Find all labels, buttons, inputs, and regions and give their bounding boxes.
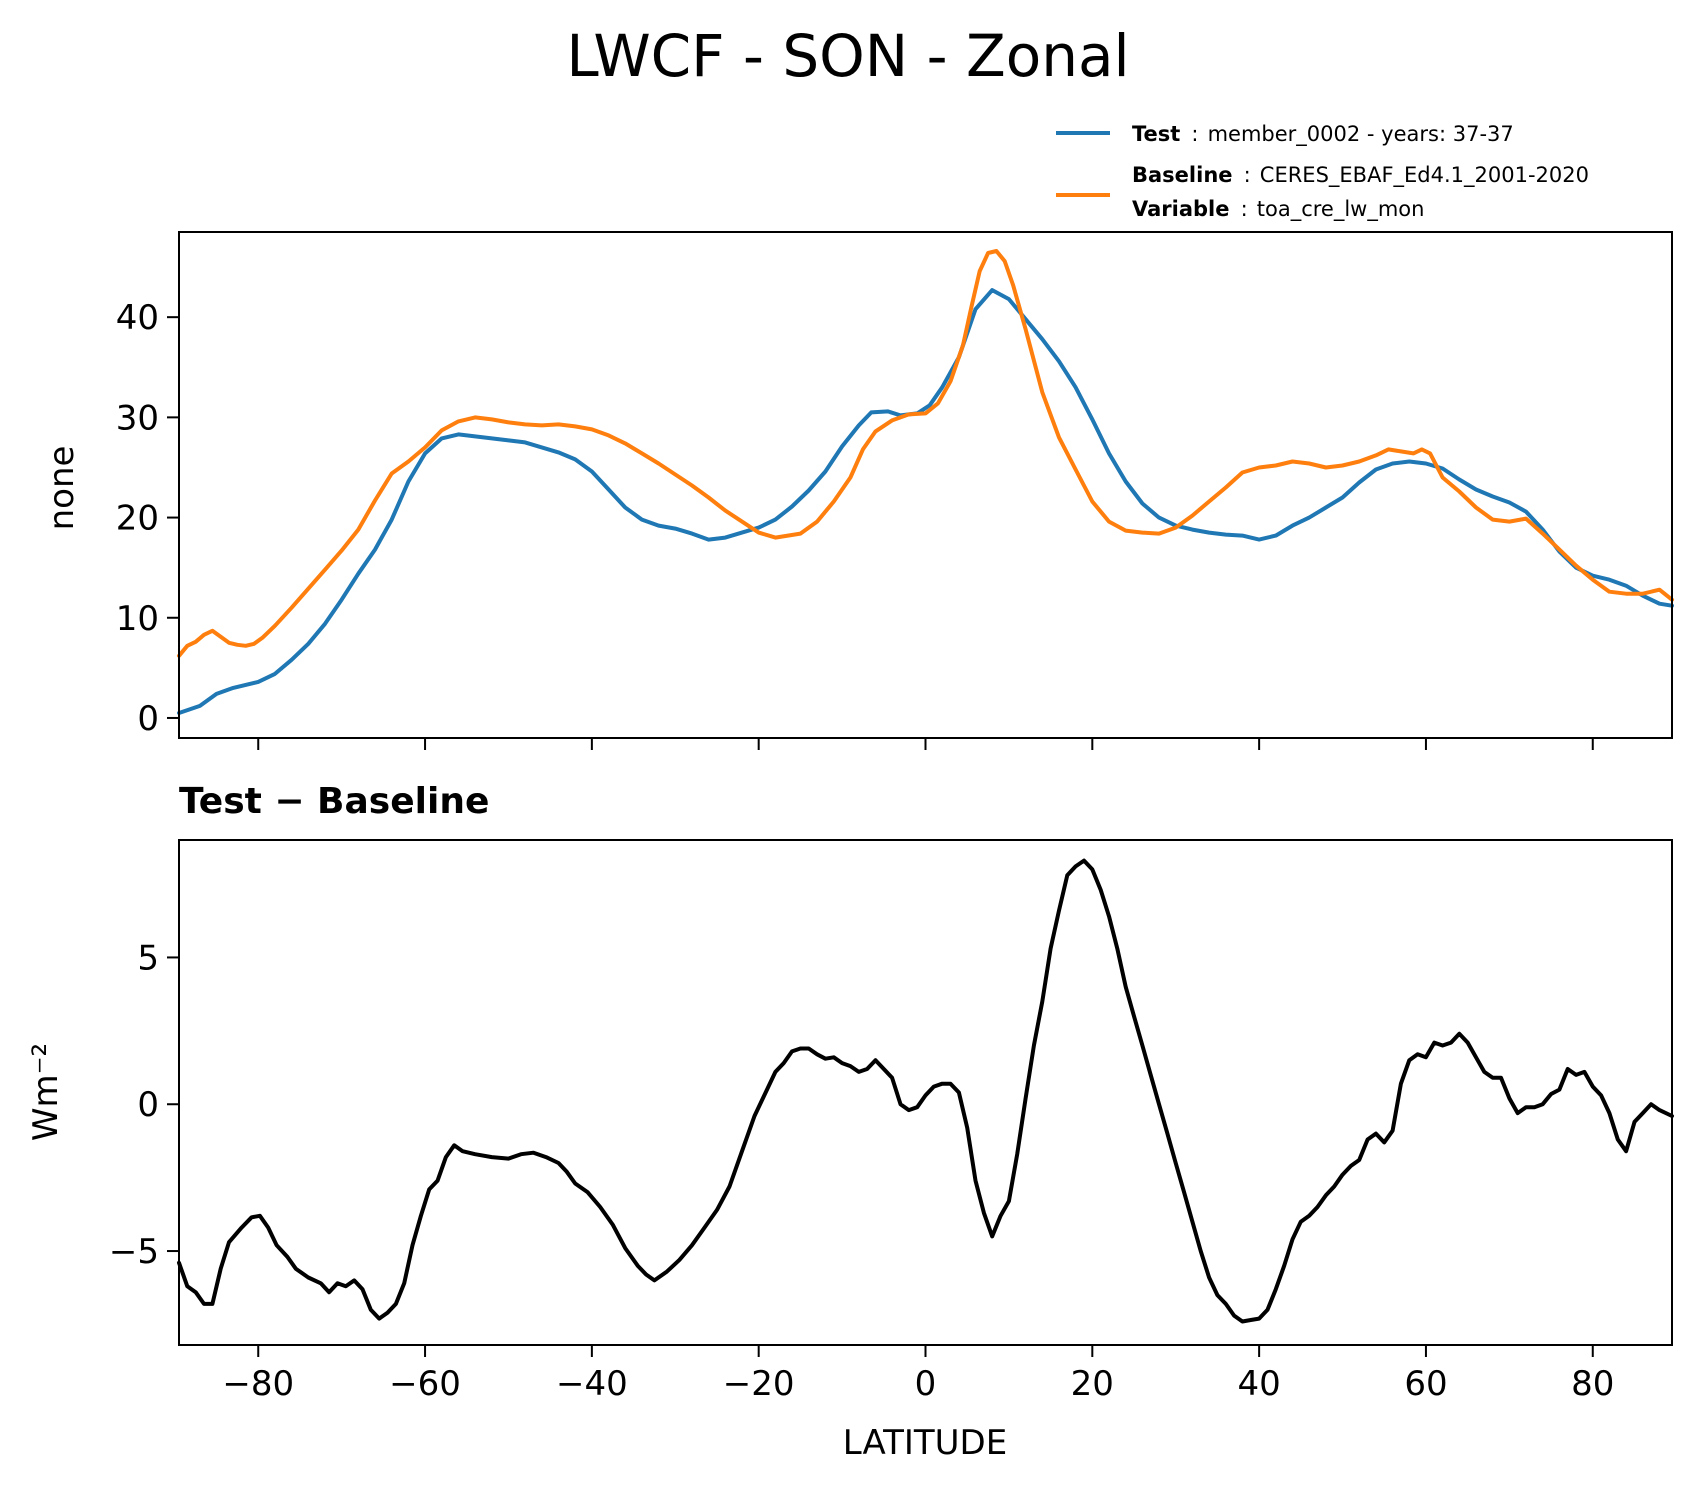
bottom-panel-title: Test − Baseline [179, 781, 489, 822]
bottom-y-ticks: −5 0 5 [109, 938, 179, 1272]
bottom-panel: Test − Baseline −5 0 5 −80 −60 −40 −20 0 20 40 60… [26, 781, 1674, 1463]
top-y-tick-label: 0 [137, 699, 159, 739]
legend-baseline-entry: Baseline : CERES_EBAF_Ed4.1_2001-2020 [1132, 163, 1589, 188]
legend-test-key: Test [1132, 122, 1180, 146]
top-panel-frame [178, 231, 1673, 739]
legend-baseline-sep: : [1244, 163, 1251, 187]
legend-baseline-key: Baseline [1132, 163, 1233, 187]
x-tick-label: 0 [915, 1364, 937, 1404]
top-y-ticks: 0 10 20 30 40 [116, 298, 179, 739]
legend-test-entry: Test : member_0002 - years: 37-37 [1132, 122, 1514, 147]
x-tick-label: 80 [1571, 1364, 1614, 1404]
top-y-tick-label: 40 [116, 298, 159, 338]
x-tick-label: −20 [723, 1364, 795, 1404]
top-y-tick-label: 10 [116, 599, 159, 639]
x-tick-label: −60 [389, 1364, 461, 1404]
legend-variable-entry: Variable : toa_cre_lw_mon [1132, 197, 1424, 222]
x-tick-label: −80 [222, 1364, 294, 1404]
x-tick-label: 20 [1071, 1364, 1114, 1404]
bottom-x-ticks: −80 −60 −40 −20 0 20 40 60 80 [222, 1345, 1614, 1404]
bottom-y-tick-label: 0 [137, 1085, 159, 1125]
bottom-y-tick-label: 5 [137, 938, 159, 978]
legend-variable-key: Variable [1132, 197, 1229, 221]
legend-baseline-text: CERES_EBAF_Ed4.1_2001-2020 [1260, 163, 1589, 188]
bottom-panel-lines [177, 858, 1674, 1324]
chart-title: LWCF - SON - Zonal [566, 22, 1129, 90]
bottom-series-test-baseline [177, 858, 1674, 1324]
top-panel: 0 10 20 30 40 none [42, 231, 1674, 750]
top-y-tick-label: 30 [116, 398, 159, 438]
legend-variable-sep: : [1241, 197, 1248, 221]
x-axis-label: LATITUDE [843, 1423, 1007, 1463]
top-panel-lines [177, 249, 1674, 715]
legend: Test : member_0002 - years: 37-37 Baseli… [1056, 122, 1589, 222]
x-tick-label: 60 [1404, 1364, 1447, 1404]
top-series-baseline [177, 249, 1674, 658]
bottom-y-tick-label: −5 [109, 1232, 159, 1272]
top-x-ticks [257, 738, 1594, 750]
top-y-tick-label: 20 [116, 499, 159, 539]
legend-variable-text: toa_cre_lw_mon [1257, 197, 1425, 222]
bottom-y-axis-label: Wm⁻² [26, 1043, 66, 1141]
legend-test-sep: : [1191, 122, 1198, 146]
top-series-test [177, 288, 1674, 715]
top-y-axis-label: none [42, 446, 82, 531]
x-tick-label: 40 [1237, 1364, 1280, 1404]
x-tick-label: −40 [556, 1364, 628, 1404]
legend-test-text: member_0002 - years: 37-37 [1208, 122, 1514, 147]
